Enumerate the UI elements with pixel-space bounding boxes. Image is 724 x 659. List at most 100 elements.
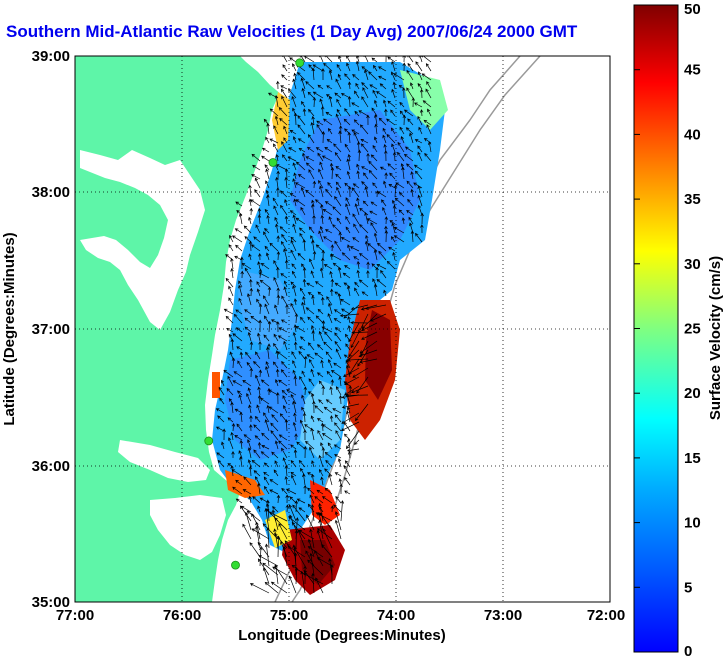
velocity-arrow xyxy=(291,474,297,486)
velocity-arrow xyxy=(289,129,297,135)
velocity-arrow xyxy=(359,340,378,354)
velocity-arrow xyxy=(296,498,306,504)
velocity-arrow xyxy=(292,270,297,279)
velocity-arrow xyxy=(285,488,297,495)
velocity-arrow xyxy=(231,235,243,243)
velocity-arrow xyxy=(323,62,333,72)
velocity-arrow xyxy=(378,117,387,126)
velocity-arrow xyxy=(338,376,342,387)
velocity-arrow xyxy=(321,68,325,81)
velocity-arrow xyxy=(287,156,297,162)
velocity-arrow xyxy=(283,248,288,261)
velocity-arrow xyxy=(300,316,306,324)
velocity-arrow xyxy=(248,404,252,414)
velocity-arrow xyxy=(291,351,297,360)
velocity-arrow xyxy=(225,277,234,288)
velocity-arrow xyxy=(423,119,432,126)
velocity-arrow xyxy=(354,281,360,288)
velocity-arrow xyxy=(349,246,360,252)
velocity-arrow xyxy=(419,109,424,117)
velocity-arrow xyxy=(298,147,306,153)
velocity-arrow xyxy=(343,381,351,387)
velocity-arrow xyxy=(232,380,243,387)
velocity-arrow xyxy=(281,241,288,252)
velocity-arrow xyxy=(335,78,342,90)
velocity-arrow xyxy=(277,335,288,342)
velocity-arrow xyxy=(279,117,288,126)
velocity-arrow xyxy=(301,301,306,315)
velocity-arrow xyxy=(273,342,279,351)
velocity-arrow xyxy=(269,108,279,117)
velocity-arrow xyxy=(334,282,342,288)
velocity-arrow xyxy=(246,510,261,522)
velocity-arrow xyxy=(387,163,396,171)
velocity-arrow xyxy=(307,134,315,144)
velocity-arrow xyxy=(312,180,317,189)
velocity-arrow xyxy=(246,392,252,405)
map-title: Southern Mid-Atlantic Raw Velocities (1 … xyxy=(6,22,578,41)
velocity-arrow xyxy=(298,346,306,351)
velocity-arrow xyxy=(273,333,279,342)
velocity-arrow xyxy=(379,166,387,171)
velocity-arrow xyxy=(308,226,315,234)
velocity-arrow xyxy=(249,207,253,216)
velocity-arrow xyxy=(275,154,279,162)
velocity-arrow xyxy=(318,399,324,405)
velocity-arrow xyxy=(345,364,351,378)
velocity-arrow xyxy=(248,253,252,261)
velocity-arrow xyxy=(395,182,405,189)
velocity-arrow xyxy=(281,389,288,396)
velocity-arrow xyxy=(311,239,315,252)
velocity-arrow xyxy=(410,188,414,198)
velocity-arrow xyxy=(322,208,333,216)
velocity-arrow xyxy=(376,279,387,288)
velocity-arrow xyxy=(301,101,306,108)
velocity-arrow xyxy=(371,107,378,117)
velocity-arrow xyxy=(411,97,416,108)
velocity-arrow xyxy=(274,304,279,315)
velocity-arrow xyxy=(356,163,360,171)
velocity-arrow xyxy=(362,200,369,207)
velocity-arrow xyxy=(334,92,342,99)
velocity-arrow xyxy=(338,478,342,486)
velocity-arrow xyxy=(306,146,315,153)
velocity-arrow xyxy=(232,333,243,342)
velocity-arrow xyxy=(276,251,281,261)
x-tick-label: 72:00 xyxy=(587,607,625,624)
velocity-arrow xyxy=(248,465,253,477)
velocity-arrow xyxy=(310,473,315,486)
velocity-arrow xyxy=(368,160,378,171)
velocity-arrow xyxy=(228,244,234,252)
velocity-arrow xyxy=(352,183,360,189)
y-tick-label: 39:00 xyxy=(32,48,70,65)
velocity-arrow xyxy=(311,115,315,126)
velocity-arrow xyxy=(312,96,317,108)
velocity-arrow xyxy=(292,63,297,72)
velocity-arrow xyxy=(406,69,414,81)
velocity-arrow xyxy=(264,543,270,567)
velocity-arrow xyxy=(347,358,369,362)
velocity-arrow xyxy=(279,190,288,198)
velocity-arrow xyxy=(367,243,378,252)
velocity-arrow xyxy=(234,435,243,441)
velocity-arrow xyxy=(252,164,261,171)
velocity-arrow xyxy=(408,216,414,225)
velocity-arrow xyxy=(347,438,351,450)
velocity-vectors xyxy=(215,56,432,594)
velocity-arrow xyxy=(249,415,253,423)
velocity-arrow xyxy=(274,216,279,225)
velocity-arrow xyxy=(275,176,279,189)
velocity-arrow xyxy=(236,423,243,432)
velocity-arrow xyxy=(295,182,306,189)
velocity-arrow xyxy=(294,546,306,567)
velocity-arrow xyxy=(355,82,360,90)
velocity-arrow xyxy=(372,144,378,153)
velocity-arrow xyxy=(338,231,342,243)
velocity-arrow xyxy=(321,544,333,558)
velocity-arrow xyxy=(329,386,333,396)
velocity-arrow xyxy=(343,282,351,288)
velocity-arrow xyxy=(317,308,324,315)
velocity-arrow xyxy=(288,147,297,153)
velocity-arrow xyxy=(276,494,281,504)
velocity-arrow xyxy=(294,313,299,324)
